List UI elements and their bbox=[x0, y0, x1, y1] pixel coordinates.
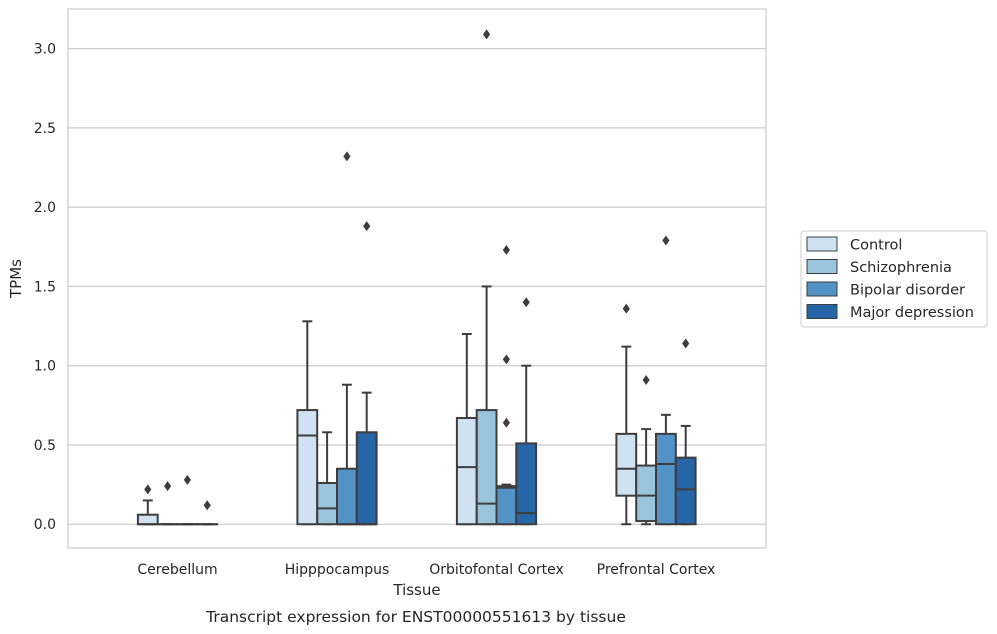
outlier-point bbox=[643, 375, 650, 385]
legend-label: Major depression bbox=[850, 305, 974, 321]
outlier-point bbox=[204, 500, 211, 510]
iqr-box bbox=[477, 410, 497, 524]
iqr-box bbox=[616, 434, 636, 496]
legend-swatch bbox=[807, 282, 837, 296]
outlier-point bbox=[623, 304, 630, 314]
y-tick-label: 2.0 bbox=[34, 200, 56, 216]
iqr-box bbox=[636, 466, 656, 521]
iqr-box bbox=[516, 443, 536, 524]
iqr-box bbox=[676, 458, 696, 525]
x-tick-label: Hipppocampus bbox=[285, 562, 390, 578]
outlier-point bbox=[662, 235, 669, 245]
chart-caption: Transcript expression for ENST0000055161… bbox=[205, 608, 626, 626]
box-plot-schizophrenia-3 bbox=[636, 375, 656, 524]
legend-swatch bbox=[807, 260, 837, 274]
iqr-box bbox=[457, 418, 477, 524]
y-axis-label: TPMs bbox=[7, 259, 25, 299]
box-plot-control-3 bbox=[616, 304, 636, 525]
outlier-point bbox=[682, 338, 689, 348]
box-plot-major-depression-0 bbox=[197, 500, 217, 524]
box-plot-control-2 bbox=[457, 334, 477, 524]
x-tick-label: Orbitofontal Cortex bbox=[429, 562, 564, 578]
iqr-box bbox=[138, 515, 158, 525]
iqr-box bbox=[656, 434, 676, 524]
box-groups bbox=[138, 29, 696, 524]
box-plot-schizophrenia-0 bbox=[158, 481, 178, 524]
x-tick-label: Cerebellum bbox=[137, 562, 217, 578]
outlier-point bbox=[343, 151, 350, 161]
box-plot-control-0 bbox=[138, 484, 158, 524]
legend: Control Schizophrenia Bipolar disorder Majo… bbox=[801, 231, 987, 327]
legend-label: Bipolar disorder bbox=[850, 283, 965, 299]
iqr-box bbox=[297, 410, 317, 524]
box-plot-major-depression-1 bbox=[357, 221, 377, 524]
outlier-point bbox=[144, 484, 151, 494]
legend-swatch bbox=[807, 305, 837, 319]
chart-container: 0.0 0.5 1.0 1.5 2.0 2.5 3.0 Cerebellum Hipppoca… bbox=[0, 0, 997, 634]
y-tick-label: 2.5 bbox=[34, 121, 56, 137]
outlier-point bbox=[503, 354, 510, 364]
legend-label: Control bbox=[850, 238, 902, 254]
box-plot-schizophrenia-1 bbox=[317, 432, 337, 524]
outlier-point bbox=[503, 418, 510, 428]
x-tick-label: Prefrontal Cortex bbox=[597, 562, 716, 578]
outlier-point bbox=[503, 245, 510, 255]
iqr-box bbox=[337, 469, 357, 524]
legend-label: Schizophrenia bbox=[850, 260, 952, 276]
iqr-box bbox=[317, 483, 337, 524]
box-plot-control-1 bbox=[297, 321, 317, 524]
outlier-point bbox=[483, 29, 490, 39]
outlier-point bbox=[164, 481, 171, 491]
y-tick-label: 0.0 bbox=[34, 517, 56, 533]
y-tick-label: 3.0 bbox=[34, 42, 56, 58]
y-tick-labels: 0.0 0.5 1.0 1.5 2.0 2.5 3.0 bbox=[34, 42, 56, 534]
outlier-point bbox=[523, 297, 530, 307]
box-plot-schizophrenia-2 bbox=[477, 29, 497, 524]
y-tick-label: 1.5 bbox=[34, 279, 56, 295]
box-plot-bipolar-disorder-0 bbox=[178, 475, 198, 524]
x-axis-label: Tissue bbox=[392, 581, 440, 599]
box-plot-bipolar-disorder-3 bbox=[656, 235, 676, 524]
legend-swatch bbox=[807, 237, 837, 251]
x-tick-labels: Cerebellum Hipppocampus Orbitofontal Corte… bbox=[137, 562, 715, 578]
box-plot-major-depression-3 bbox=[676, 338, 696, 524]
y-tick-label: 1.0 bbox=[34, 359, 56, 375]
iqr-box bbox=[497, 486, 517, 524]
iqr-box bbox=[357, 432, 377, 524]
outlier-point bbox=[363, 221, 370, 231]
box-plot-major-depression-2 bbox=[516, 297, 536, 524]
box-plot-chart: 0.0 0.5 1.0 1.5 2.0 2.5 3.0 Cerebellum Hipppoca… bbox=[0, 0, 997, 634]
y-tick-label: 0.5 bbox=[34, 438, 56, 454]
outlier-point bbox=[184, 475, 191, 485]
